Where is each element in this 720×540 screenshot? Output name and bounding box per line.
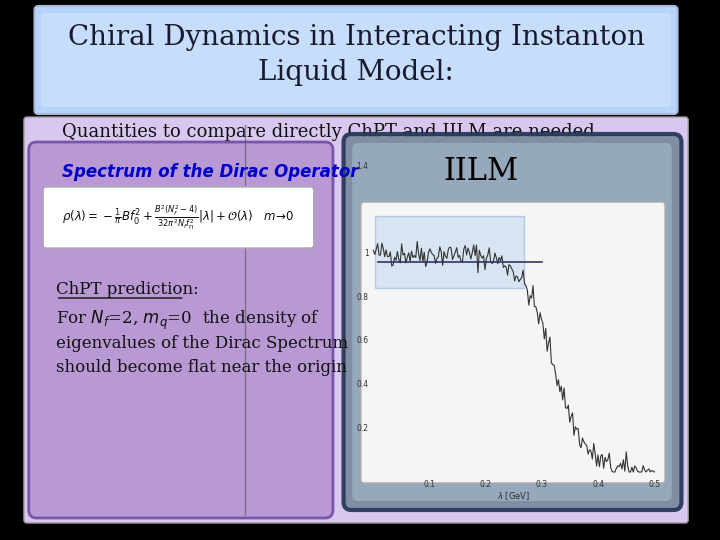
Text: 0.5: 0.5 bbox=[649, 480, 660, 489]
Text: Spectrum of the Dirac Operator: Spectrum of the Dirac Operator bbox=[63, 163, 359, 181]
FancyBboxPatch shape bbox=[35, 6, 678, 114]
FancyBboxPatch shape bbox=[43, 187, 314, 248]
Text: Quantities to compare directly ChPT and IILM are needed: Quantities to compare directly ChPT and … bbox=[63, 123, 595, 141]
Text: 0.4: 0.4 bbox=[593, 480, 604, 489]
FancyBboxPatch shape bbox=[29, 142, 333, 518]
FancyBboxPatch shape bbox=[41, 13, 671, 107]
Text: IILM: IILM bbox=[444, 157, 519, 187]
Text: eigenvalues of the Dirac Spectrum: eigenvalues of the Dirac Spectrum bbox=[55, 335, 348, 353]
Text: $\lambda$ [GeV]: $\lambda$ [GeV] bbox=[498, 490, 531, 502]
Text: 1.4: 1.4 bbox=[356, 161, 369, 171]
Text: 0.3: 0.3 bbox=[536, 480, 548, 489]
FancyBboxPatch shape bbox=[361, 202, 665, 483]
Text: 0.8: 0.8 bbox=[356, 293, 369, 302]
FancyBboxPatch shape bbox=[352, 143, 672, 501]
Text: 0.4: 0.4 bbox=[356, 380, 369, 389]
FancyBboxPatch shape bbox=[343, 134, 681, 510]
Text: $\rho(\lambda) = -\frac{1}{\pi}Bf_0^2 + \frac{B^2(N_f^2-4)}{32\pi^2 N_f f_{\Pi}^: $\rho(\lambda) = -\frac{1}{\pi}Bf_0^2 + … bbox=[62, 204, 294, 232]
Text: should become flat near the origin: should become flat near the origin bbox=[55, 360, 346, 376]
Text: For $N_f$=2, $m_q$=0  the density of: For $N_f$=2, $m_q$=0 the density of bbox=[55, 308, 320, 332]
Text: 0.2: 0.2 bbox=[356, 424, 369, 433]
Text: 0.6: 0.6 bbox=[356, 336, 369, 346]
Text: Chiral Dynamics in Interacting Instanton
Liquid Model:: Chiral Dynamics in Interacting Instanton… bbox=[68, 24, 644, 86]
Text: 0.2: 0.2 bbox=[480, 480, 492, 489]
Text: 0.1: 0.1 bbox=[423, 480, 436, 489]
FancyBboxPatch shape bbox=[24, 117, 688, 523]
Text: ChPT prediction:: ChPT prediction: bbox=[55, 281, 199, 299]
FancyBboxPatch shape bbox=[375, 216, 524, 288]
Text: 1: 1 bbox=[364, 249, 369, 258]
